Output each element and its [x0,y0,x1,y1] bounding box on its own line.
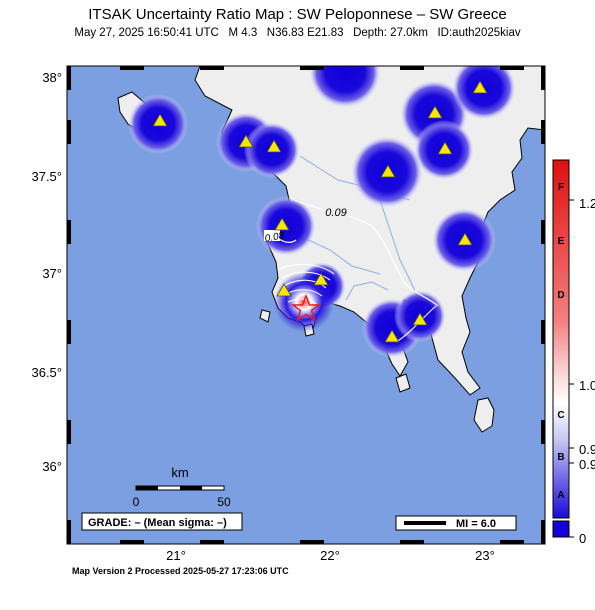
lat-label: 36.5° [31,365,62,380]
lat-label: 38° [42,70,62,85]
colorbar-gradient [552,159,570,519]
frame-ticks [67,66,545,544]
station-triangle [276,283,292,297]
station-triangle [380,164,396,178]
station-triangle [457,232,473,246]
contour-label-bg [264,230,280,241]
mi-legend-text: MI = 6.0 [456,518,496,530]
station-triangle [437,141,453,155]
colorbar-letter: B [557,452,564,463]
colorbar-value: 1.2 [579,196,595,211]
scale-end-label: 50 [217,495,231,509]
contour-label: 0.09 [325,207,346,219]
colorbar-letter: A [557,490,564,501]
station-triangle [313,272,329,286]
station-triangle [427,105,443,119]
processing-footer: Map Version 2 Processed 2025-05-27 17:23… [72,566,289,576]
station-triangle [412,312,428,326]
colorbar-zero-swatch [552,520,570,538]
station-triangle [274,217,290,231]
colorbar-letter: E [558,236,565,247]
event-info-line: May 27, 2025 16:50:41 UTC M 4.3 N36.83 E… [74,27,521,39]
map-title: ITSAK Uncertainty Ratio Map : SW Pelopon… [88,6,507,23]
river-3 [299,235,381,275]
lat-label: 37° [42,266,62,281]
lon-label: 22° [320,548,340,563]
colorbar-value: 0.9 [579,457,595,472]
scale-unit: km [171,465,188,480]
station-triangle [152,113,168,127]
colorbar-letter: F [558,182,564,193]
colorbar-letter: C [557,410,564,421]
contour-label-bg [323,206,349,219]
proti-island [259,309,271,323]
station-triangle [266,139,282,153]
lon-label: 21° [166,548,186,563]
station-markers [152,80,488,343]
contour-line [283,279,327,289]
grade-text: GRADE: – (Mean sigma: –) [88,517,227,529]
colorbar-value: 1.0 [579,378,595,393]
station-triangle [384,329,400,343]
color-bar: F E D C B A 1.2 1.0 0.9 0.9 0 [552,159,595,546]
lat-label: 36° [42,459,62,474]
station-triangle [238,134,254,148]
mi-legend-box [395,515,517,531]
kythira-island [473,397,495,433]
river-2 [379,199,419,299]
lon-label: 23° [475,548,495,563]
contour-label: 0.08 [264,230,286,244]
contour-line [281,271,331,281]
elafonisos-island [395,373,411,393]
grade-box [81,512,243,531]
scale-bar: km 0 50 [133,465,231,509]
colorbar-value: 0.9 [579,442,595,457]
colorbar-letter: D [557,290,564,301]
contour-line [287,298,317,305]
ratio-blob [309,66,381,108]
contour-line [277,263,335,275]
scale-start-label: 0 [133,495,140,509]
river-4 [345,281,389,301]
epicenter-star [290,293,322,322]
colorbar-value: 0 [579,531,586,546]
lat-label: 37.5° [31,169,62,184]
station-triangle [472,80,488,94]
map-body: 0.09 0.08 [67,66,545,544]
